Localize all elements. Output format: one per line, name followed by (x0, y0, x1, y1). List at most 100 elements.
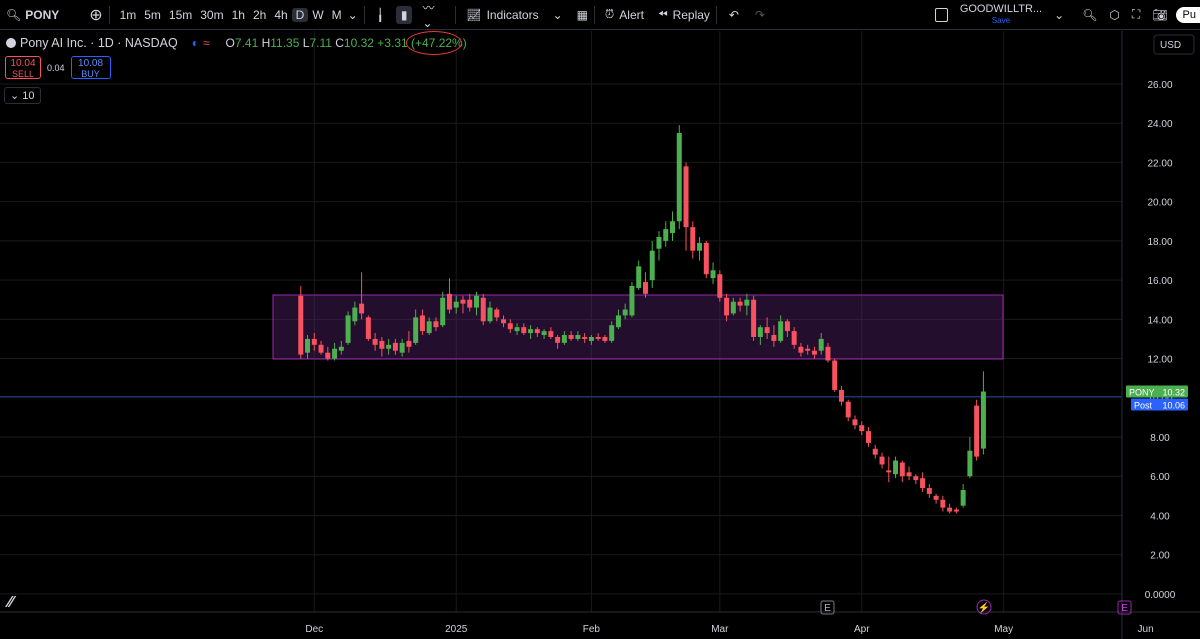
undo[interactable]: ↶ (728, 7, 739, 22)
buy-label: BUY (81, 69, 100, 79)
event-marker[interactable] (1117, 600, 1132, 615)
separator (455, 5, 457, 24)
line-type[interactable]: 〰 ⌄ (422, 1, 435, 30)
interval[interactable]: 1h (231, 7, 245, 22)
fullscreen[interactable]: ⛶ (1131, 7, 1141, 21)
interval[interactable]: 4h (274, 7, 288, 22)
candle-body (480, 297, 486, 322)
event-icon: ⚡ (978, 601, 990, 614)
candle-body (974, 405, 980, 457)
legend-title: Pony AI Inc. · 1D · NASDAQ (20, 36, 178, 50)
candle-body (642, 282, 648, 294)
alert-icon[interactable]: ⏰︎ (604, 7, 615, 21)
post-label: Post (1134, 401, 1153, 411)
interval[interactable]: 5m (144, 7, 161, 22)
interval-menu[interactable]: ⌄ (347, 7, 358, 22)
candle-body (906, 472, 912, 477)
candle-body (751, 299, 757, 337)
y-tick-label: 2.00 (1150, 551, 1170, 562)
y-tick-label: 4.00 (1150, 511, 1170, 522)
axes: 0.00002.004.006.008.0010.0012.0014.0016.… (305, 80, 1188, 635)
candle-body (893, 460, 899, 475)
candle-body (311, 338, 317, 345)
interval[interactable]: 15m (168, 7, 193, 22)
candle-body (825, 346, 831, 361)
candle-body (426, 321, 432, 334)
quick-search[interactable]: 🔍︎ (1082, 7, 1098, 22)
candle-body (433, 321, 439, 328)
replay-icon[interactable]: ⏪︎ (657, 7, 668, 21)
candle-body (798, 346, 804, 353)
event-marker[interactable] (820, 600, 835, 615)
layout-icon[interactable] (934, 7, 948, 22)
candle-body (791, 331, 797, 345)
interval[interactable]: 2h (252, 7, 267, 22)
last-price-value: 10.32 (1162, 388, 1185, 398)
candle-body (555, 336, 561, 343)
candle-body (507, 323, 513, 330)
open-label: O (225, 36, 235, 50)
search-icon[interactable]: 🔍︎ (6, 7, 22, 22)
templates[interactable]: ▦ (576, 7, 588, 22)
volume-toggle[interactable]: ⌄ 10 (4, 87, 41, 104)
layout-name: GOODWILLTR... (959, 2, 1043, 15)
interval[interactable]: W (312, 7, 324, 22)
candle-body (778, 321, 784, 341)
y-tick-label: 24.00 (1147, 119, 1172, 130)
symbol[interactable]: PONY (25, 7, 60, 22)
candle-body (467, 299, 473, 308)
layout-menu[interactable]: ⌄ (1054, 7, 1065, 22)
candle-body (703, 242, 709, 275)
post-price-box (1131, 398, 1188, 411)
candle-type[interactable]: ▮ (395, 5, 413, 24)
publish[interactable]: Pu (1175, 6, 1200, 23)
candle-body (933, 495, 939, 500)
interval[interactable]: 1m (119, 7, 137, 22)
y-tick-label: 0.0000 (1145, 590, 1176, 601)
currency[interactable]: USD (1153, 34, 1195, 55)
candle-body (717, 274, 723, 298)
event-marker[interactable] (976, 599, 992, 615)
interval[interactable]: D (291, 7, 309, 22)
candle-body (811, 350, 817, 355)
candle-body (325, 352, 331, 359)
tv-logo[interactable]: ⁄⁄ (5, 594, 17, 611)
indicators-icon[interactable]: 📈︎ (466, 7, 482, 22)
candle-body (541, 331, 547, 336)
buy-button[interactable]: 10.08 BUY (70, 56, 111, 79)
candle-body (636, 266, 642, 288)
candle-body (953, 509, 959, 512)
candles (298, 125, 986, 514)
candle-body (663, 229, 669, 241)
candle-body (757, 327, 763, 337)
candle-body (690, 227, 696, 251)
alert[interactable]: Alert (619, 7, 644, 22)
candle-body (859, 425, 865, 432)
settings[interactable]: ⬡ (1109, 7, 1120, 22)
candle-body (838, 389, 844, 402)
snapshot[interactable]: 📷︎ (1152, 7, 1168, 22)
candle-body (386, 344, 392, 349)
separator (108, 5, 110, 24)
interval[interactable]: M (331, 7, 342, 22)
layout[interactable]: GOODWILLTR... Save (959, 2, 1043, 26)
add-symbol[interactable]: ⊕ (89, 6, 103, 24)
events: E ⚡ E (820, 599, 1132, 615)
candle-body (487, 307, 493, 322)
candle-body (338, 346, 344, 351)
indicators[interactable]: Indicators (486, 7, 539, 22)
redo[interactable]: ↷ (754, 7, 765, 22)
bar-type[interactable]: ╽ (376, 7, 384, 22)
sell-price: 10.04 (10, 58, 36, 69)
replay[interactable]: Replay (672, 7, 710, 22)
sell-button[interactable]: 10.04 SELL (5, 56, 41, 79)
session-icon: ◐ (191, 36, 199, 50)
candle-body (440, 297, 446, 326)
candle-body (460, 299, 466, 304)
candle-body (399, 342, 405, 353)
separator (594, 5, 595, 24)
range-rectangle[interactable] (272, 294, 1004, 360)
candle-body (947, 507, 953, 512)
interval[interactable]: 30m (200, 7, 224, 22)
indicators-menu[interactable]: ⌄ (552, 7, 563, 22)
